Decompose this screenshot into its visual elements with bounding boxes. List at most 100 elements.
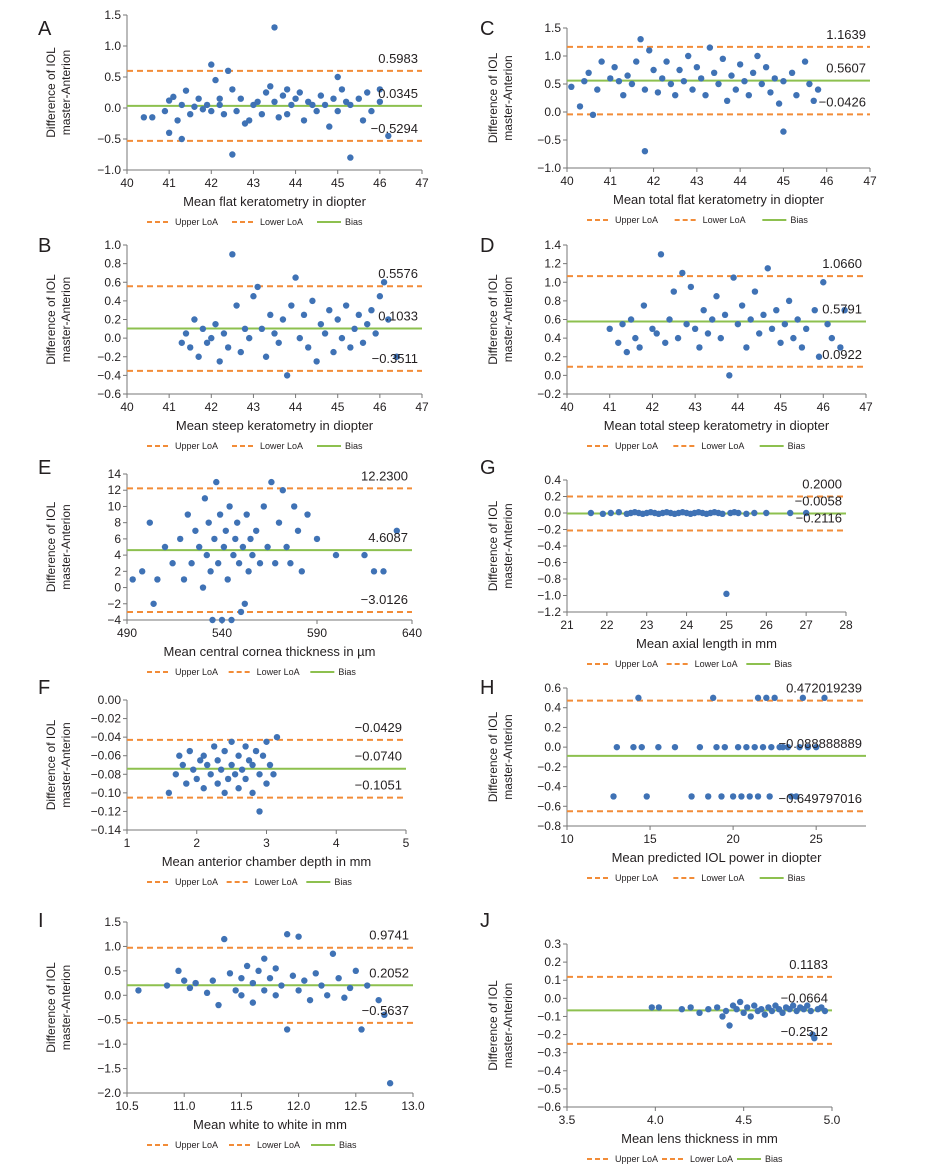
data-point [380,568,387,575]
data-point [228,616,235,624]
data-point [693,63,701,71]
data-point [266,761,274,769]
data-point [587,509,595,517]
x-tick-label: 44 [733,174,747,188]
y-tick-label: 6 [114,532,121,546]
y-tick-label: −0.2 [537,387,561,401]
panel-letter: B [38,235,51,257]
x-tick-label: 22 [600,618,614,632]
y-axis-label: Difference of IOL [486,500,500,591]
data-point [186,984,194,992]
data-point [224,576,231,583]
data-point [680,78,688,85]
data-point [736,998,744,1006]
data-point [638,743,645,751]
data-point [165,789,173,797]
data-point [691,325,699,333]
bias-value: −0.088888889 [778,736,862,751]
data-point [238,992,245,999]
y-tick-label: −0.8 [537,819,561,833]
data-point [359,117,367,124]
legend-label: Upper LoA [175,1140,218,1150]
data-point [704,793,712,800]
data-point [393,527,400,534]
y-tick-label: 1.0 [104,939,121,953]
data-point [287,560,294,567]
data-point [210,743,218,750]
data-point [364,982,371,989]
data-point [386,1080,394,1087]
data-point [607,509,615,517]
data-point [723,97,731,105]
data-point [790,334,797,342]
data-point [188,560,195,567]
y-tick-label: 0.2 [544,490,561,504]
data-point [321,101,329,109]
legend-label: Lower LoA [260,441,303,451]
x-tick-label: 490 [117,626,137,640]
data-point [393,353,400,360]
data-point [222,527,229,534]
y-tick-label: −1.0 [537,161,561,175]
data-point [228,761,235,769]
data-point [347,101,354,109]
data-point [585,69,592,77]
data-point [702,92,709,99]
x-tick-label: 46 [373,400,387,414]
data-point [655,1004,663,1011]
data-point [321,330,329,337]
data-point [258,325,266,333]
data-point [203,989,211,997]
data-point [768,325,776,333]
x-tick-label: 46 [373,176,387,190]
data-point [298,568,305,575]
legend-label: Bias [345,217,363,227]
y-tick-label: 0.2 [544,350,561,364]
x-tick-label: 42 [647,174,661,188]
data-point [215,1001,222,1009]
data-point [649,325,656,333]
data-point [705,1006,712,1013]
legend-label: Bias [345,441,363,451]
data-point [326,306,333,314]
data-point [773,306,780,314]
y-axis-label: Difference of IOL [486,274,500,365]
data-point [671,743,679,751]
lower-loa-value: −0.3511 [372,351,418,366]
data-point [129,576,136,583]
data-point [200,752,207,759]
y-tick-label: −0.8 [537,572,561,586]
data-point [226,503,233,510]
data-point [220,330,228,337]
data-point [780,78,787,85]
panel-f: F −0.14 −0.12 −0.10 −0.08 −0.06 −0.04 −0.02 0.00… [38,677,410,887]
y-tick-label: −1.0 [97,1037,121,1051]
data-point [620,92,627,99]
data-point [655,743,662,751]
data-point [653,330,660,337]
data-point [696,1009,703,1017]
data-point [338,86,346,93]
data-point [594,86,601,93]
data-point [754,793,762,800]
data-point [355,311,362,319]
bias-value: 0.0345 [378,86,418,101]
data-point [734,320,742,328]
y-tick-label: 0.6 [544,681,561,695]
data-point [267,83,274,90]
data-point [747,316,754,323]
data-point [799,694,807,702]
y-tick-label: 0.2 [104,313,121,327]
y-tick-label: 0.6 [544,313,561,327]
data-point [576,103,584,110]
x-tick-label: 45 [777,174,791,188]
y-tick-label: 0.0 [544,740,561,754]
y-tick-label: 1.0 [104,39,121,53]
x-tick-label: 46 [820,174,834,188]
data-point [760,311,767,319]
data-point [254,283,261,291]
x-tick-label: 44 [289,176,303,190]
data-point [787,509,794,517]
y-tick-label: −1.2 [537,605,561,619]
data-point [267,311,274,319]
